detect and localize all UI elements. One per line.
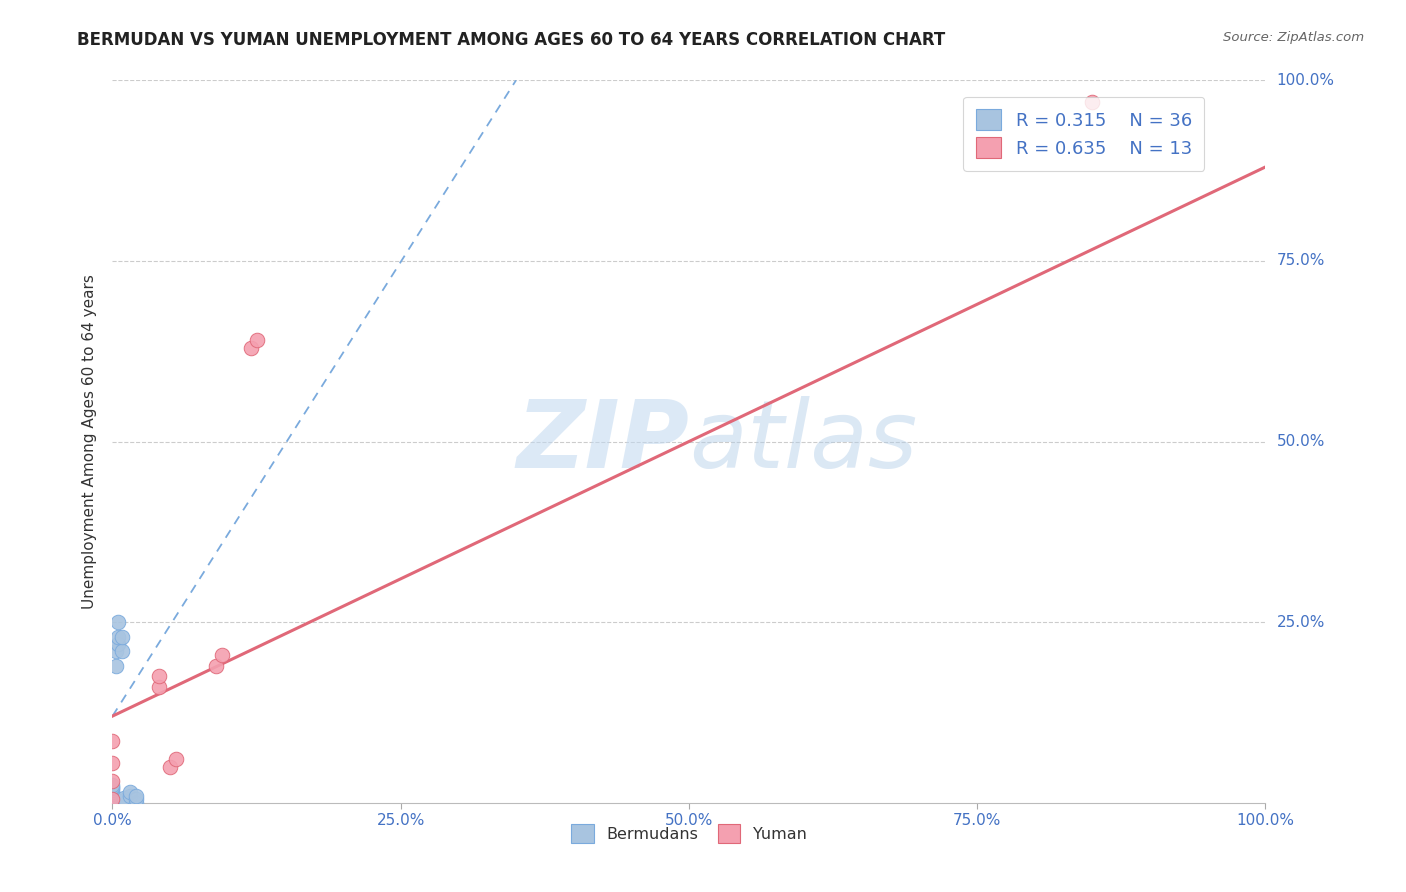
Point	[101, 796, 124, 810]
Point	[246, 334, 269, 348]
Point	[211, 648, 233, 662]
Text: 75.0%: 75.0%	[1277, 253, 1324, 268]
Point	[112, 796, 135, 810]
Point	[101, 787, 124, 801]
Y-axis label: Unemployment Among Ages 60 to 64 years: Unemployment Among Ages 60 to 64 years	[82, 274, 97, 609]
Point	[101, 790, 124, 805]
Point	[112, 793, 135, 807]
Point	[111, 644, 134, 658]
Point	[112, 791, 135, 805]
Text: BERMUDAN VS YUMAN UNEMPLOYMENT AMONG AGES 60 TO 64 YEARS CORRELATION CHART: BERMUDAN VS YUMAN UNEMPLOYMENT AMONG AGE…	[77, 31, 946, 49]
Legend: Bermudans, Yuman: Bermudans, Yuman	[565, 818, 813, 849]
Text: 50.0%: 50.0%	[1277, 434, 1324, 449]
Text: atlas: atlas	[689, 396, 917, 487]
Point	[118, 789, 141, 803]
Point	[101, 794, 124, 808]
Text: 25.0%: 25.0%	[1277, 615, 1324, 630]
Point	[101, 796, 124, 810]
Point	[104, 658, 127, 673]
Point	[101, 796, 124, 810]
Point	[101, 756, 124, 770]
Point	[101, 780, 124, 794]
Point	[101, 796, 124, 810]
Text: ZIP: ZIP	[516, 395, 689, 488]
Point	[118, 785, 141, 799]
Point	[101, 796, 124, 810]
Point	[205, 658, 228, 673]
Point	[104, 644, 127, 658]
Point	[101, 794, 124, 808]
Point	[124, 792, 146, 806]
Point	[148, 669, 170, 683]
Point	[107, 637, 129, 651]
Point	[101, 791, 124, 805]
Point	[101, 774, 124, 789]
Point	[148, 680, 170, 694]
Point	[111, 630, 134, 644]
Point	[101, 792, 124, 806]
Point	[101, 734, 124, 748]
Point	[101, 785, 124, 799]
Point	[124, 789, 146, 803]
Point	[112, 794, 135, 808]
Text: Source: ZipAtlas.com: Source: ZipAtlas.com	[1223, 31, 1364, 45]
Point	[124, 796, 146, 810]
Point	[101, 782, 124, 797]
Point	[101, 789, 124, 803]
Point	[101, 792, 124, 806]
Point	[101, 790, 124, 805]
Point	[101, 778, 124, 792]
Point	[239, 341, 262, 355]
Point	[165, 752, 187, 766]
Point	[101, 796, 124, 810]
Text: 100.0%: 100.0%	[1277, 73, 1334, 87]
Point	[159, 760, 181, 774]
Point	[107, 615, 129, 630]
Point	[1081, 95, 1104, 109]
Point	[107, 630, 129, 644]
Point	[101, 796, 124, 810]
Point	[101, 781, 124, 796]
